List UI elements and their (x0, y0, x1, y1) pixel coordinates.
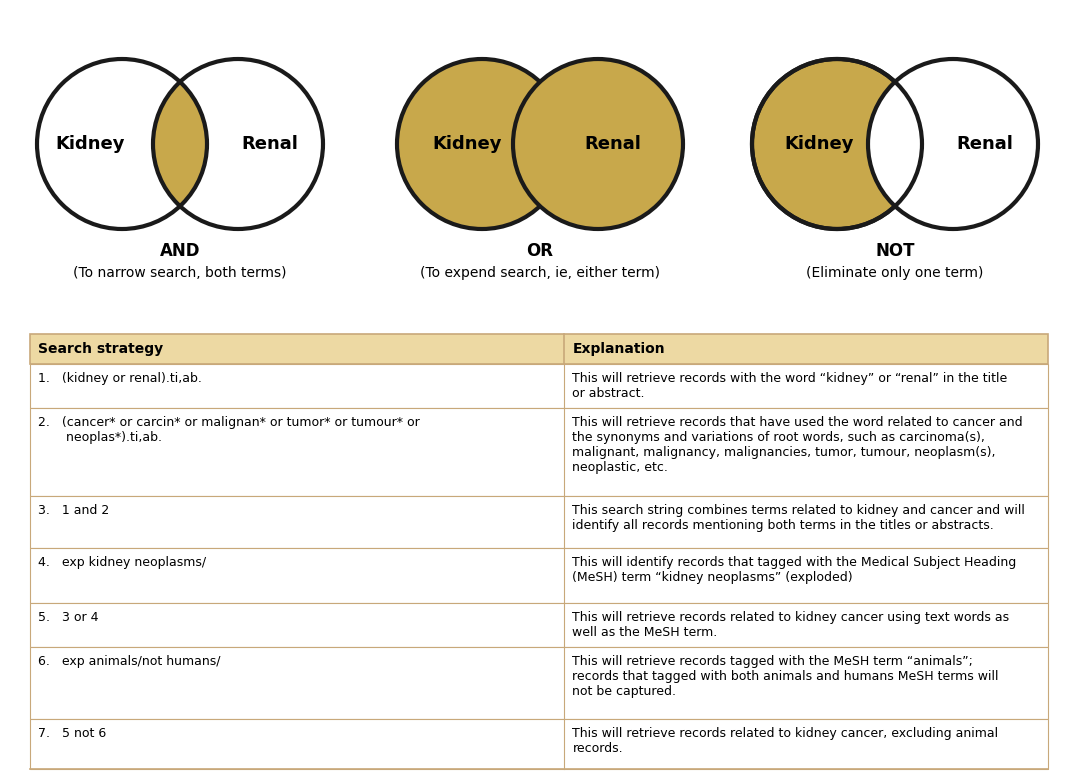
Bar (30, 408, 1048, 496)
Text: OR: OR (526, 242, 553, 260)
Text: 1.   (kidney or renal).ti,ab.: 1. (kidney or renal).ti,ab. (38, 372, 202, 385)
Text: (To narrow search, both terms): (To narrow search, both terms) (73, 266, 287, 280)
Circle shape (153, 59, 323, 229)
Text: This will retrieve records related to kidney cancer, excluding animal
records.: This will retrieve records related to ki… (572, 727, 998, 755)
Text: 6.   exp animals/not humans/: 6. exp animals/not humans/ (38, 655, 221, 668)
Circle shape (37, 59, 207, 229)
Text: Kidney: Kidney (432, 135, 502, 153)
Bar (30, 364, 1048, 408)
Text: 3.   1 and 2: 3. 1 and 2 (38, 504, 109, 517)
Bar (30, 603, 1048, 647)
Bar (30, 548, 1048, 603)
Text: (Eliminate only one term): (Eliminate only one term) (806, 266, 984, 280)
Text: 5.   3 or 4: 5. 3 or 4 (38, 611, 98, 624)
Text: This will identify records that tagged with the Medical Subject Heading
(MeSH) t: This will identify records that tagged w… (572, 556, 1017, 584)
Text: Kidney: Kidney (785, 135, 855, 153)
Text: (To expend search, ie, either term): (To expend search, ie, either term) (420, 266, 660, 280)
Text: This will retrieve records with the word “kidney” or “renal” in the title
or abs: This will retrieve records with the word… (572, 372, 1008, 400)
Bar (30, 334, 1048, 364)
Circle shape (513, 59, 683, 229)
Text: Kidney: Kidney (55, 135, 125, 153)
Text: 7.   5 not 6: 7. 5 not 6 (38, 727, 107, 740)
Text: Renal: Renal (956, 135, 1013, 153)
Text: This will retrieve records that have used the word related to cancer and
the syn: This will retrieve records that have use… (572, 416, 1023, 474)
Text: Renal: Renal (584, 135, 641, 153)
Circle shape (868, 59, 1038, 229)
Text: Renal: Renal (241, 135, 299, 153)
Text: 2.   (cancer* or carcin* or malignan* or tumor* or tumour* or
       neoplas*).t: 2. (cancer* or carcin* or malignan* or t… (38, 416, 419, 444)
Text: This will retrieve records related to kidney cancer using text words as
well as : This will retrieve records related to ki… (572, 611, 1010, 639)
Text: 4.   exp kidney neoplasms/: 4. exp kidney neoplasms/ (38, 556, 206, 569)
Bar (30, 647, 1048, 719)
Text: This will retrieve records tagged with the MeSH term “animals”;
records that tag: This will retrieve records tagged with t… (572, 655, 999, 698)
Circle shape (153, 59, 323, 229)
Bar (30, 496, 1048, 548)
Text: NOT: NOT (875, 242, 915, 260)
Bar (30, 719, 1048, 769)
Circle shape (752, 59, 922, 229)
Text: AND: AND (160, 242, 201, 260)
Text: This search string combines terms related to kidney and cancer and will
identify: This search string combines terms relate… (572, 504, 1025, 532)
Circle shape (397, 59, 567, 229)
Text: Explanation: Explanation (572, 342, 665, 356)
Text: Search strategy: Search strategy (38, 342, 163, 356)
